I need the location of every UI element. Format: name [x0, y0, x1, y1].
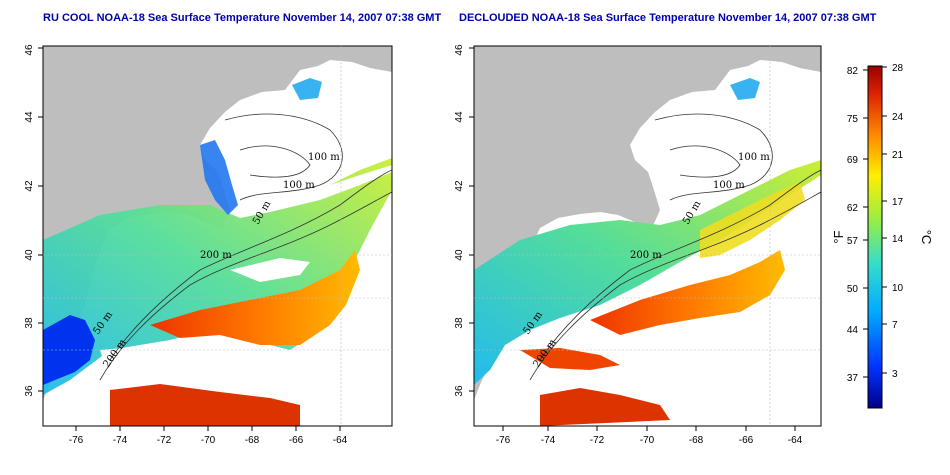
left-cloud-patches [100, 165, 392, 385]
colorbar-f-tick: 37 [847, 373, 859, 384]
left-map-frame [42, 45, 393, 427]
right-map: 100 m 100 m 50 m 200 m 50 m 200 m -76 -7… [454, 44, 822, 446]
left-x-tick: -66 [289, 435, 304, 446]
colorbar-c-tick: 24 [892, 112, 904, 123]
left-gulf-maine-blue [200, 140, 238, 215]
colorbar-ticks [863, 66, 887, 378]
colorbar-f-tick: 44 [847, 325, 859, 336]
right-x-tick: -72 [590, 435, 605, 446]
right-sst-yellow-field [700, 182, 805, 258]
right-x-tick: -68 [689, 435, 704, 446]
right-bay-fundy-blue [730, 78, 760, 100]
left-x-tick: -68 [245, 435, 260, 446]
left-map: 100 m 100 m 50 m 200 m 50 m 200 m -76 -7… [24, 44, 393, 446]
right-x-tick: -70 [640, 435, 655, 446]
right-grid [474, 46, 821, 426]
right-sst-warm-field [590, 250, 785, 335]
right-land [474, 46, 821, 400]
right-contour-label-1: 100 m [738, 152, 770, 163]
left-contour-label-1: 100 m [308, 152, 340, 163]
colorbar-f-tick: 57 [847, 236, 859, 247]
right-contour-label-2: 100 m [713, 180, 745, 191]
colorbar-c-tick: 10 [892, 283, 904, 294]
right-contour-label-4: 200 m [630, 250, 662, 261]
colorbar-f-tick: 75 [847, 114, 859, 125]
right-y-tick: 44 [454, 111, 465, 123]
colorbar-f-tick: 50 [847, 284, 859, 295]
left-sst-warm-field [150, 250, 360, 345]
right-y-tick: 36 [454, 385, 465, 397]
left-map-title: RU COOL NOAA-18 Sea Surface Temperature … [43, 12, 442, 24]
right-y-tick: 38 [454, 317, 465, 329]
left-y-tick: 42 [24, 180, 35, 192]
right-contour-lines [529, 113, 821, 381]
left-contour-label-4: 200 m [200, 250, 232, 261]
right-x-tick: -76 [496, 435, 511, 446]
colorbar-c-tick: 3 [892, 369, 898, 380]
left-x-tick: -74 [113, 435, 128, 446]
left-contour-label-2: 100 m [283, 180, 315, 191]
left-y-tick: 36 [24, 385, 35, 397]
colorbar-fahrenheit-label: °F [831, 230, 846, 243]
colorbar-c-tick: 17 [892, 197, 904, 208]
left-x-tick: -64 [333, 435, 348, 446]
left-y-tick: 38 [24, 317, 35, 329]
right-y-tick: 42 [454, 180, 465, 192]
left-x-tick: -70 [201, 435, 216, 446]
left-x-tick: -72 [157, 435, 172, 446]
left-y-tick: 44 [24, 111, 35, 123]
colorbar-f-tick: 82 [847, 66, 859, 77]
right-x-tick: -66 [739, 435, 754, 446]
colorbar-c-tick: 21 [892, 150, 904, 161]
right-y-tick: 46 [454, 44, 465, 56]
left-no-data-corner [300, 190, 392, 426]
left-y-axis [38, 47, 43, 392]
colorbar-f-tick: 62 [847, 203, 859, 214]
colorbar-c-tick: 28 [892, 63, 904, 74]
left-x-tick: -76 [69, 435, 84, 446]
right-y-axis [469, 47, 474, 392]
colorbar-f-tick: 69 [847, 155, 859, 166]
right-y-tick: 40 [454, 249, 465, 261]
right-x-axis [502, 426, 796, 431]
right-x-tick: -74 [541, 435, 556, 446]
right-x-tick: -64 [788, 435, 803, 446]
right-map-title: DECLOUDED NOAA-18 Sea Surface Temperatur… [459, 12, 877, 24]
colorbar-gradient [867, 65, 883, 409]
colorbar-celsius-label: °C [919, 230, 934, 245]
left-sst-hot-band [110, 384, 300, 426]
left-grid [43, 46, 392, 426]
left-bay-fundy-blue [292, 78, 322, 100]
colorbar-c-tick: 14 [892, 234, 904, 245]
colorbar: 82 75 69 62 57 50 44 37 28 24 21 17 14 1… [831, 63, 934, 409]
left-y-tick: 40 [24, 249, 35, 261]
left-contour-lines [99, 113, 392, 381]
colorbar-c-tick: 7 [892, 320, 898, 331]
left-x-axis [75, 426, 341, 431]
right-sst-hot-band [540, 388, 670, 426]
right-sst-red-patch [520, 348, 620, 370]
left-y-tick: 46 [24, 44, 35, 56]
